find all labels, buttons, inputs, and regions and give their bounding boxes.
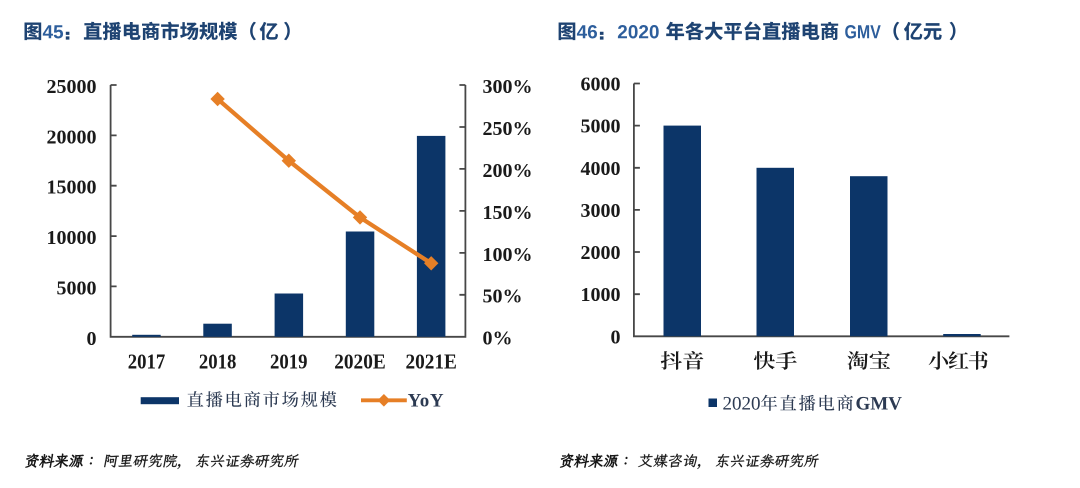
svg-text:200%: 200% bbox=[483, 160, 533, 182]
svg-text:2019: 2019 bbox=[270, 349, 308, 373]
svg-text:5000: 5000 bbox=[581, 116, 621, 138]
svg-text:0: 0 bbox=[611, 326, 621, 348]
svg-text:6000: 6000 bbox=[581, 74, 621, 96]
svg-text:2020E: 2020E bbox=[334, 349, 386, 373]
svg-text:4000: 4000 bbox=[581, 158, 621, 180]
svg-text:YoY: YoY bbox=[408, 390, 445, 411]
svg-text:1000: 1000 bbox=[581, 284, 621, 306]
svg-text:2021E: 2021E bbox=[405, 349, 457, 373]
svg-text:0: 0 bbox=[87, 328, 97, 350]
svg-text:0%: 0% bbox=[483, 328, 513, 350]
svg-text:2017: 2017 bbox=[128, 349, 166, 373]
svg-text:250%: 250% bbox=[483, 118, 533, 140]
svg-text:15000: 15000 bbox=[47, 177, 97, 199]
svg-text:20000: 20000 bbox=[47, 126, 97, 148]
svg-text:2000: 2000 bbox=[581, 242, 621, 264]
svg-text:100%: 100% bbox=[483, 244, 533, 266]
svg-text:2018: 2018 bbox=[199, 349, 237, 373]
svg-text:150%: 150% bbox=[483, 202, 533, 224]
svg-text:25000: 25000 bbox=[47, 76, 97, 98]
svg-text:50%: 50% bbox=[483, 286, 523, 308]
svg-text:3000: 3000 bbox=[581, 200, 621, 222]
svg-text:300%: 300% bbox=[483, 76, 533, 98]
svg-text:10000: 10000 bbox=[47, 227, 97, 249]
svg-text:5000: 5000 bbox=[57, 277, 97, 299]
